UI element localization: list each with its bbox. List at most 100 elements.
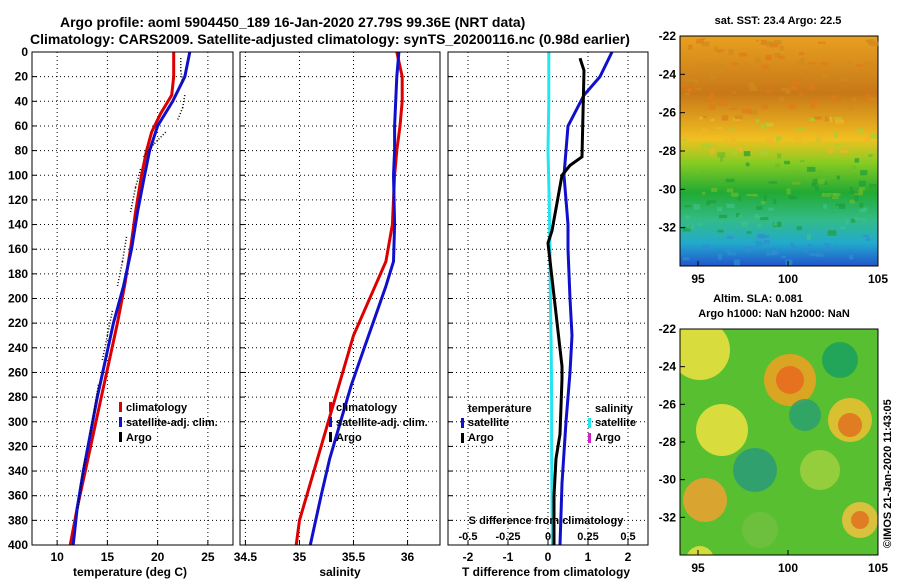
sst-speckle xyxy=(735,115,743,120)
x-tick-label: 10 xyxy=(50,550,64,564)
map-y-tick-label: -22 xyxy=(659,322,677,336)
sst-speckle xyxy=(788,104,797,110)
argo-segment xyxy=(121,236,128,262)
sst-speckle xyxy=(809,118,816,121)
sst-speckle xyxy=(833,246,839,250)
sst-speckle xyxy=(785,90,791,94)
legend-label-t-satellite: satellite xyxy=(468,417,509,429)
series-temperature-argo xyxy=(546,57,586,545)
legend-swatch-climatology xyxy=(119,402,122,412)
sst-speckle xyxy=(847,169,852,175)
x-tick-label: 15 xyxy=(101,550,115,564)
sst-speckle xyxy=(832,196,839,199)
sst-speckle xyxy=(856,64,863,67)
temperature-legend: climatology satellite-adj. clim. Argo xyxy=(119,402,218,444)
sst-speckle xyxy=(854,217,860,220)
difference-secondary-xlabel: S difference from climatology xyxy=(469,515,625,527)
y-tick-label: 220 xyxy=(8,316,28,330)
sst-speckle xyxy=(762,64,770,69)
sla-blob xyxy=(838,413,862,437)
sst-speckle xyxy=(778,55,785,60)
series-group xyxy=(68,52,192,545)
sst-speckle xyxy=(729,107,739,110)
argo-segment xyxy=(101,335,109,361)
sst-speckle xyxy=(701,41,710,47)
sst-speckle xyxy=(762,235,770,238)
sst-speckle xyxy=(766,41,772,47)
map-y-tick-label: -26 xyxy=(659,397,677,411)
title-line-2: Climatology: CARS2009. Satellite-adjuste… xyxy=(30,31,630,47)
x-tick-label: 34.5 xyxy=(234,550,258,564)
difference-xlabel: T difference from climatology xyxy=(462,565,630,579)
sst-speckle xyxy=(799,160,805,163)
legend-label-t-argo: Argo xyxy=(468,432,494,444)
series-salinity-satellite xyxy=(546,52,554,545)
sst-speckle xyxy=(760,123,765,130)
sst-speckle xyxy=(839,150,849,154)
sla-map-axes: 95 100 105 -22 -24 -26 -28 -30 -32 xyxy=(659,322,889,575)
sst-speckle xyxy=(701,142,711,148)
sst-speckle xyxy=(700,170,707,173)
map-x-tick-label: 100 xyxy=(778,561,798,575)
sst-speckle xyxy=(710,149,715,155)
legend-label-argo: Argo xyxy=(126,432,152,444)
sst-speckle xyxy=(732,91,736,95)
map-y-tick-label: -24 xyxy=(659,67,677,81)
sst-speckle xyxy=(682,257,690,261)
sst-speckle xyxy=(823,204,827,209)
sst-speckle xyxy=(799,69,804,73)
series-satellite-adj-clim- xyxy=(71,52,192,545)
sst-speckle xyxy=(711,146,717,151)
sst-speckle xyxy=(820,62,829,65)
legend-label-satellite-adj: satellite-adj. clim. xyxy=(126,417,218,429)
y-tick-label: 0 xyxy=(21,45,28,59)
secondary-x-tick-label: 0.5 xyxy=(620,531,635,543)
sst-speckle xyxy=(717,207,723,212)
sst-speckle xyxy=(803,63,808,67)
temperature-xlabel: temperature (deg C) xyxy=(73,565,187,579)
series-group xyxy=(546,52,614,545)
sst-speckle xyxy=(773,40,782,45)
sst-speckle xyxy=(701,244,710,250)
x-tick-label: 35.5 xyxy=(342,550,366,564)
sst-speckle xyxy=(763,195,767,201)
map-y-tick-label: -24 xyxy=(659,360,677,374)
sst-speckle xyxy=(861,217,866,221)
sst-speckle xyxy=(754,215,764,219)
map-x-tick-label: 95 xyxy=(691,561,705,575)
sst-speckle xyxy=(746,194,755,197)
sst-speckle xyxy=(736,213,740,217)
y-tick-label: 100 xyxy=(8,168,28,182)
map-y-tick-label: -28 xyxy=(659,144,677,158)
map-y-tick-label: -26 xyxy=(659,106,677,120)
salinity-panel: 34.5 35 35.5 36 xyxy=(234,51,441,564)
sst-speckle xyxy=(866,93,871,100)
sst-speckle xyxy=(730,149,737,155)
sst-speckle xyxy=(821,73,830,79)
sst-speckle xyxy=(720,156,724,162)
argo-segment xyxy=(80,458,87,484)
sst-speckle xyxy=(731,62,740,65)
sst-speckle xyxy=(760,39,767,45)
sst-speckle xyxy=(839,204,846,209)
sst-speckle xyxy=(772,221,782,227)
legend-swatch-climatology xyxy=(329,402,332,412)
series-temperature-satellite xyxy=(558,52,614,545)
argo-segment xyxy=(93,384,100,410)
sst-speckle xyxy=(717,152,726,158)
sst-speckle xyxy=(696,62,700,68)
sst-speckle xyxy=(682,138,687,141)
sst-speckle xyxy=(796,226,802,231)
legend-label-s-satellite: satellite xyxy=(595,417,636,429)
sst-speckle xyxy=(684,205,692,208)
sst-speckle xyxy=(796,128,804,131)
sst-speckle xyxy=(852,97,857,102)
sst-speckle xyxy=(788,194,795,199)
y-tick-label: 300 xyxy=(8,415,28,429)
sst-speckle xyxy=(785,259,793,265)
sla-blob xyxy=(696,404,748,456)
sst-speckle xyxy=(741,221,748,227)
y-tick-label: 400 xyxy=(8,538,28,552)
sst-speckle xyxy=(688,88,691,93)
sst-speckle xyxy=(857,128,864,133)
